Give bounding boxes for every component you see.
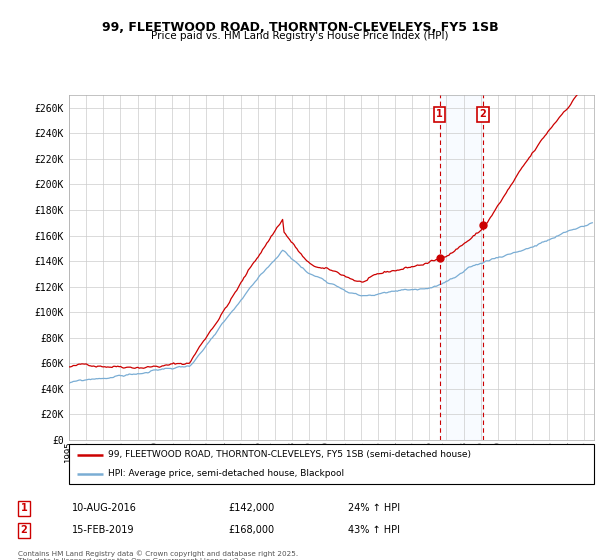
- Text: £168,000: £168,000: [228, 525, 274, 535]
- Text: £142,000: £142,000: [228, 503, 274, 514]
- Text: 10-AUG-2016: 10-AUG-2016: [72, 503, 137, 514]
- Text: Price paid vs. HM Land Registry's House Price Index (HPI): Price paid vs. HM Land Registry's House …: [151, 31, 449, 41]
- FancyBboxPatch shape: [69, 444, 594, 484]
- Text: 1: 1: [436, 109, 443, 119]
- Text: 2: 2: [20, 525, 28, 535]
- Text: 24% ↑ HPI: 24% ↑ HPI: [348, 503, 400, 514]
- Text: 43% ↑ HPI: 43% ↑ HPI: [348, 525, 400, 535]
- Text: HPI: Average price, semi-detached house, Blackpool: HPI: Average price, semi-detached house,…: [109, 469, 344, 478]
- Text: 2: 2: [479, 109, 486, 119]
- Bar: [440, 95, 483, 440]
- Text: 15-FEB-2019: 15-FEB-2019: [72, 525, 134, 535]
- Text: Contains HM Land Registry data © Crown copyright and database right 2025.
This d: Contains HM Land Registry data © Crown c…: [18, 550, 298, 560]
- Text: 1: 1: [20, 503, 28, 514]
- Text: 99, FLEETWOOD ROAD, THORNTON-CLEVELEYS, FY5 1SB (semi-detached house): 99, FLEETWOOD ROAD, THORNTON-CLEVELEYS, …: [109, 450, 472, 459]
- Text: 99, FLEETWOOD ROAD, THORNTON-CLEVELEYS, FY5 1SB: 99, FLEETWOOD ROAD, THORNTON-CLEVELEYS, …: [101, 21, 499, 34]
